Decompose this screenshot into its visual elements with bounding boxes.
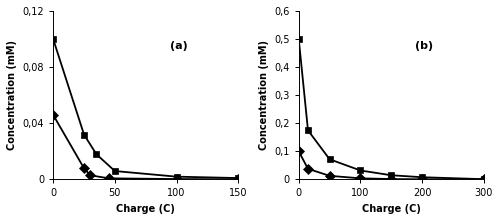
Text: (b): (b) [416,41,434,51]
Text: (a): (a) [170,41,188,51]
Y-axis label: Concentration (mM): Concentration (mM) [258,40,268,150]
X-axis label: Charge (C): Charge (C) [116,204,175,214]
X-axis label: Charge (C): Charge (C) [362,204,420,214]
Y-axis label: Concentration (mM): Concentration (mM) [7,40,17,150]
